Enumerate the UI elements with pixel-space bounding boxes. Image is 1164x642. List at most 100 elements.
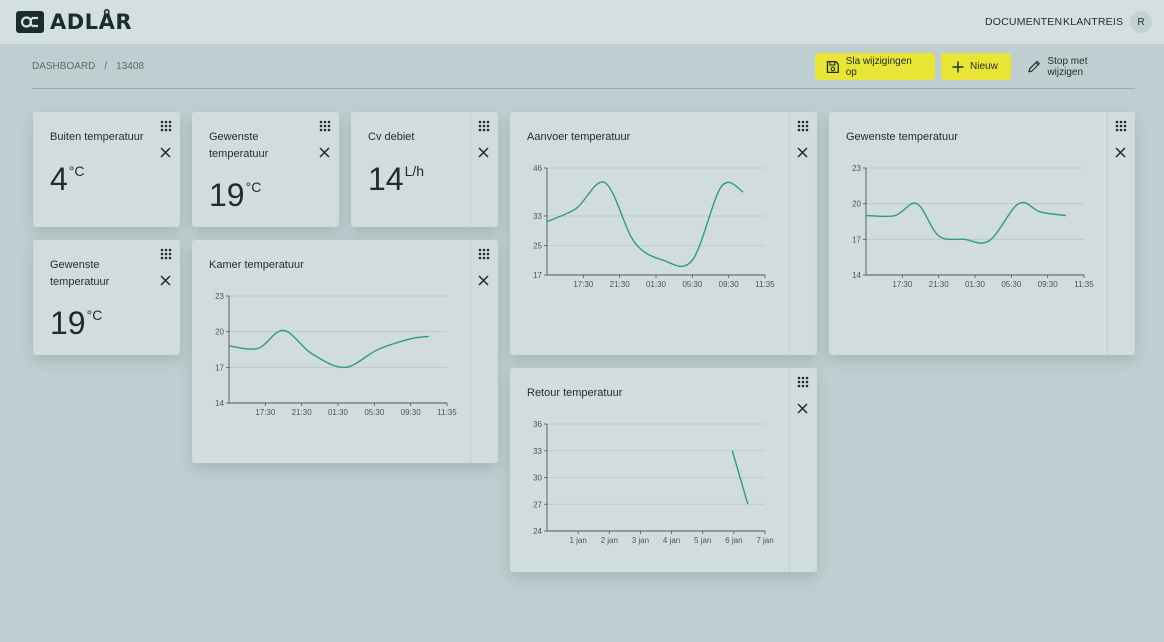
close-icon[interactable] — [478, 147, 489, 158]
y-tick-label: 23 — [215, 292, 224, 301]
x-tick-label: 09:30 — [401, 408, 422, 417]
x-tick-label: 21:30 — [292, 408, 313, 417]
y-tick-label: 17 — [533, 271, 542, 280]
chart-card-supply-temperature[interactable]: Aanvoer temperatuur 17 25 33 46 17:30 21:30 01… — [510, 112, 817, 355]
widget-cv-flow[interactable]: Cv debiet 14L/h — [351, 112, 498, 227]
y-tick-label: 27 — [533, 500, 542, 509]
x-tick-label: 17:30 — [255, 408, 276, 417]
widget-unit: °C — [245, 179, 262, 195]
drag-handle-icon[interactable] — [797, 376, 809, 388]
series-line — [546, 181, 744, 268]
drag-handle-icon[interactable] — [478, 120, 490, 132]
chart-card-desired-temperature[interactable]: Gewenste temperatuur 14 17 20 23 17:30 21:30 0… — [829, 112, 1135, 355]
series-line — [228, 329, 429, 369]
x-tick-label: 09:30 — [1038, 280, 1059, 289]
y-tick-label: 20 — [215, 328, 224, 337]
nav-customer-journey[interactable]: KLANTREIS — [1063, 16, 1124, 28]
save-changes-label: Sla wijzigingen op — [845, 55, 912, 78]
widget-title: Cv debiet — [368, 131, 415, 143]
floppy-disk-icon — [826, 60, 839, 73]
drag-handle-icon[interactable] — [160, 120, 172, 132]
x-tick-label: 01:30 — [646, 280, 667, 289]
return-temperature-chart: 24 27 30 33 36 1 jan 2 jan 3 jan 4 jan 5 jan 6 jan… — [533, 420, 774, 545]
widget-unit: °C — [86, 307, 103, 323]
y-tick-label: 25 — [533, 241, 542, 250]
breadcrumb-current: 13408 — [116, 61, 144, 72]
x-tick-label: 21:30 — [610, 280, 631, 289]
chart-card-return-temperature[interactable]: Retour temperatuur 24 27 30 33 36 1 jan 2 jan 3… — [510, 368, 817, 572]
logo[interactable]: ADLÅR — [16, 10, 132, 34]
x-tick-label: 2 jan — [601, 536, 618, 545]
close-icon[interactable] — [797, 403, 808, 414]
x-tick-label: 11:35 — [437, 408, 457, 417]
chart-card-room-temperature[interactable]: Kamer temperatuur 14 17 20 23 17:30 21:30 01:3… — [192, 240, 498, 463]
x-tick-label: 17:30 — [892, 280, 913, 289]
x-tick-label: 6 jan — [725, 536, 742, 545]
widget-value: 4°C — [50, 161, 85, 197]
widget-outside-temperature[interactable]: Buiten temperatuur 4°C — [33, 112, 180, 227]
drag-handle-icon[interactable] — [160, 248, 172, 260]
x-tick-label: 05:30 — [364, 408, 385, 417]
chart-title: Aanvoer temperatuur — [527, 131, 631, 143]
stop-editing-button[interactable]: Stop met wijzigen — [1016, 53, 1134, 80]
close-icon[interactable] — [1115, 147, 1126, 158]
widget-desired-temperature-2[interactable]: Gewenste temperatuur 19°C — [33, 240, 180, 355]
stop-editing-label: Stop met wijzigen — [1047, 55, 1088, 78]
x-tick-label: 01:30 — [965, 280, 986, 289]
x-tick-label: 05:30 — [682, 280, 703, 289]
card-side-strip — [470, 240, 498, 463]
x-tick-label: 4 jan — [663, 536, 680, 545]
widget-title: Buiten temperatuur — [50, 131, 144, 143]
widget-value: 19°C — [209, 177, 262, 213]
pencil-icon — [1028, 60, 1040, 73]
close-icon[interactable] — [160, 147, 171, 158]
y-tick-label: 17 — [852, 235, 861, 244]
close-icon[interactable] — [478, 275, 489, 286]
close-icon[interactable] — [319, 147, 330, 158]
supply-temperature-chart: 17 25 33 46 17:30 21:30 01:30 05:30 09:30 11:35 — [533, 164, 775, 289]
chart-title: Retour temperatuur — [527, 387, 623, 399]
chart-title: Gewenste temperatuur — [846, 131, 958, 143]
widget-unit: °C — [68, 163, 85, 179]
close-icon[interactable] — [160, 275, 171, 286]
x-tick-label: 3 jan — [632, 536, 649, 545]
drag-handle-icon[interactable] — [797, 120, 809, 132]
logo-mark-icon — [16, 11, 44, 33]
x-tick-label: 7 jan — [756, 536, 773, 545]
card-side-strip — [789, 112, 817, 355]
breadcrumb-separator: / — [104, 61, 108, 72]
y-tick-label: 20 — [852, 200, 861, 209]
y-tick-label: 36 — [533, 420, 542, 429]
y-tick-label: 23 — [852, 164, 861, 173]
y-tick-label: 24 — [533, 527, 542, 536]
card-side-strip — [1107, 112, 1135, 355]
widget-desired-temperature[interactable]: Gewenste temperatuur 19°C — [192, 112, 339, 227]
breadcrumb-dashboard[interactable]: DASHBOARD — [32, 61, 96, 72]
new-label: Nieuw — [970, 61, 998, 72]
x-tick-label: 09:30 — [719, 280, 740, 289]
nav-documents[interactable]: DOCUMENTEN — [985, 16, 1063, 28]
y-tick-label: 33 — [533, 447, 542, 456]
x-tick-label: 05:30 — [1001, 280, 1022, 289]
drag-handle-icon[interactable] — [319, 120, 331, 132]
drag-handle-icon[interactable] — [1115, 120, 1127, 132]
drag-handle-icon[interactable] — [478, 248, 490, 260]
series-line — [865, 201, 1066, 244]
header-divider — [32, 88, 1135, 89]
x-tick-label: 11:35 — [755, 280, 775, 289]
card-side-strip — [470, 112, 498, 227]
y-tick-label: 30 — [533, 474, 542, 483]
save-changes-button[interactable]: Sla wijzigingen op — [815, 53, 935, 80]
card-side-strip — [789, 368, 817, 572]
plus-icon — [952, 61, 964, 72]
breadcrumb: DASHBOARD / 13408 — [32, 61, 144, 72]
avatar[interactable]: R — [1130, 11, 1152, 33]
desired-temperature-chart: 14 17 20 23 17:30 21:30 01:30 05:30 09:30 11:35 — [852, 164, 1094, 289]
widget-value: 19°C — [50, 305, 103, 341]
y-tick-label: 33 — [533, 212, 542, 221]
widget-unit: L/h — [404, 163, 425, 179]
close-icon[interactable] — [797, 147, 808, 158]
top-bar: ADLÅR DOCUMENTEN KLANTREIS R — [0, 0, 1164, 44]
chart-title: Kamer temperatuur — [209, 259, 304, 271]
new-button[interactable]: Nieuw — [941, 53, 1011, 80]
